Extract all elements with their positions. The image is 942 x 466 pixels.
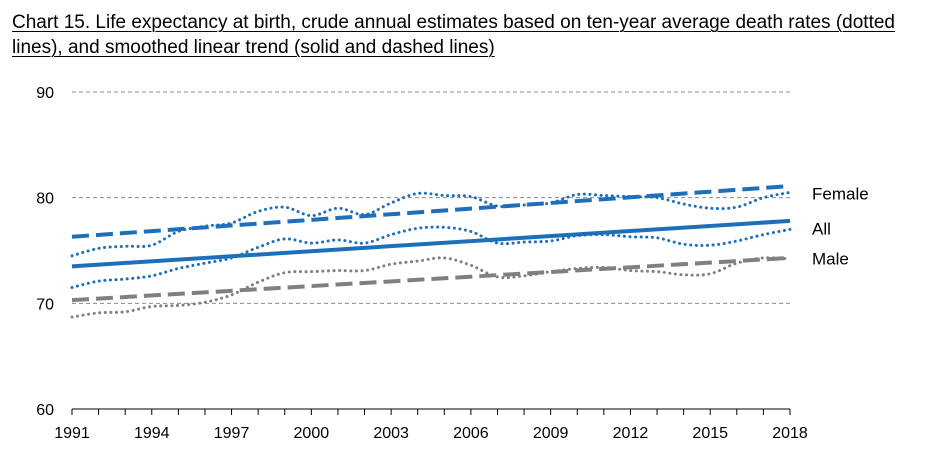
- axes: 60 70 80 90 1991 1994 1997 2000 2003 2006 2009 2012…: [36, 85, 808, 442]
- female-dotted-line-0: [70, 190, 792, 258]
- trend-solid-line-3: [71, 218, 791, 269]
- x-tick-label-2015: 2015: [692, 425, 728, 442]
- series-label-male: Male: [812, 249, 849, 268]
- chart-title: Chart 15. Life expectancy at birth, crud…: [12, 12, 895, 58]
- y-tick-label-90: 90: [36, 85, 54, 102]
- series-lines: [70, 184, 792, 319]
- series-labels: Female All Male: [812, 184, 869, 268]
- y-tick-label-80: 80: [36, 191, 54, 208]
- male-dotted-line-4: [70, 256, 792, 319]
- x-tick-label-2009: 2009: [533, 425, 569, 442]
- x-tick-label-1994: 1994: [134, 425, 170, 442]
- y-tick-label-60: 60: [36, 402, 54, 419]
- trend-dashed-line-5: [71, 255, 791, 303]
- x-tick-label-2003: 2003: [373, 425, 409, 442]
- y-tick-label-70: 70: [36, 296, 54, 313]
- x-tick-label-2018: 2018: [772, 425, 808, 442]
- series-label-all: All: [812, 219, 831, 238]
- gridlines: [72, 91, 790, 304]
- x-tick-label-1997: 1997: [214, 425, 250, 442]
- x-tick-label-2000: 2000: [294, 425, 330, 442]
- x-tick-label-2012: 2012: [613, 425, 649, 442]
- x-tick-label-2006: 2006: [453, 425, 489, 442]
- x-tick-label-1991: 1991: [54, 425, 90, 442]
- series-label-female: Female: [812, 184, 869, 203]
- all-dotted-line-2: [70, 225, 792, 289]
